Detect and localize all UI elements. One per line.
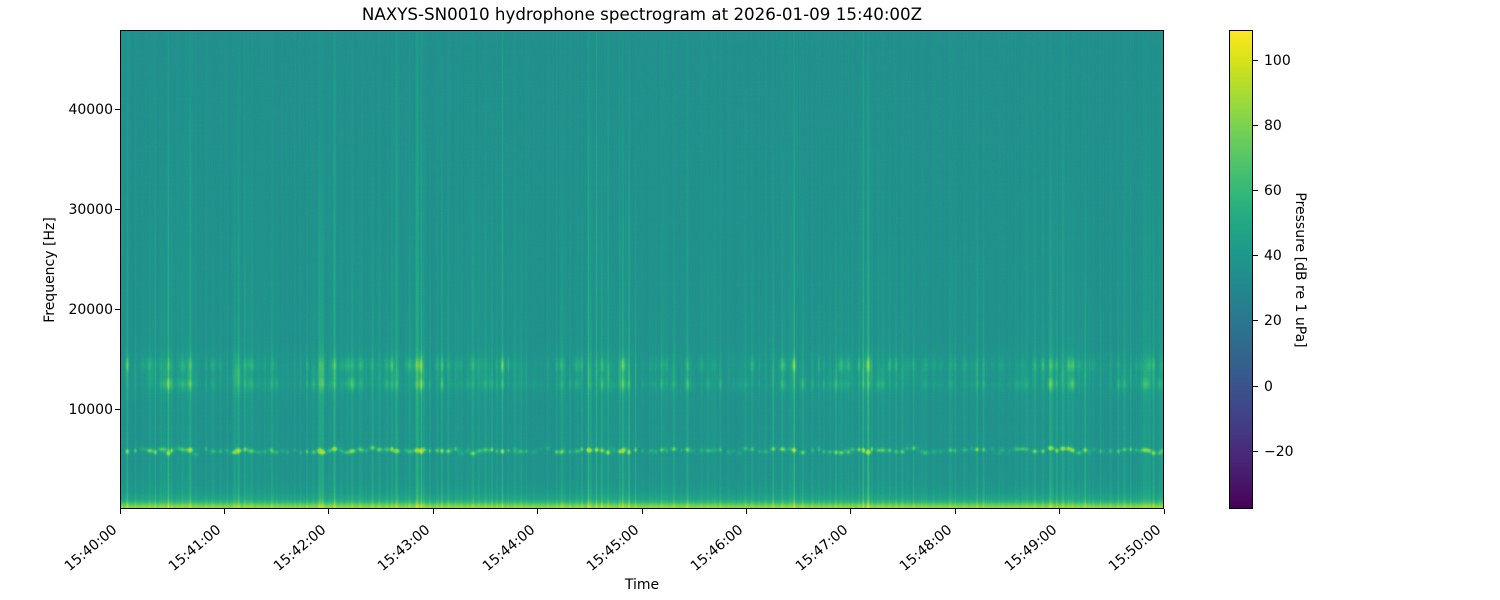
x-tick-mark (1059, 509, 1061, 514)
x-tick-label: 15:46:00 (688, 521, 747, 575)
colorbar-tick-label: 20 (1264, 313, 1282, 330)
x-tick-label: 15:44:00 (479, 521, 538, 575)
colorbar-tick-mark (1253, 190, 1258, 192)
y-tick-label: 20000 (68, 301, 113, 318)
colorbar-tick-mark (1253, 450, 1258, 452)
x-tick-mark (850, 509, 852, 514)
colorbar-gradient (1229, 30, 1253, 509)
x-tick-label: 15:47:00 (792, 521, 852, 575)
x-tick-mark (1163, 509, 1165, 514)
colorbar-tick-mark (1253, 59, 1258, 61)
colorbar-label: Pressure [dB re 1 uPa] (1292, 192, 1308, 348)
y-tick-label: 30000 (68, 202, 113, 219)
x-tick-mark (328, 509, 330, 514)
colorbar-tick-mark (1253, 385, 1258, 387)
y-tick-mark (115, 209, 120, 211)
colorbar-tick-label: 80 (1264, 117, 1282, 134)
y-tick-label: 40000 (68, 102, 113, 119)
y-tick-mark (115, 408, 120, 410)
x-tick-mark (641, 509, 643, 514)
colorbar-tick-label: 40 (1264, 248, 1282, 265)
x-tick-label: 15:40:00 (61, 521, 121, 575)
colorbar-tick-mark (1253, 124, 1258, 126)
chart-title: NAXYS-SN0010 hydrophone spectrogram at 2… (361, 4, 923, 24)
x-tick-mark (954, 509, 956, 514)
colorbar-tick-label: −20 (1264, 443, 1294, 460)
y-tick-mark (115, 109, 120, 111)
colorbar-tick-mark (1253, 320, 1258, 322)
x-tick-label: 15:49:00 (1001, 521, 1060, 575)
x-tick-label: 15:48:00 (897, 521, 956, 575)
x-tick-mark (745, 509, 747, 514)
x-tick-mark (119, 509, 121, 514)
y-tick-mark (115, 308, 120, 310)
x-tick-label: 15:43:00 (375, 521, 434, 575)
x-tick-mark (432, 509, 434, 514)
x-tick-label: 15:45:00 (583, 521, 643, 575)
y-tick-label: 10000 (68, 401, 113, 418)
x-tick-label: 15:41:00 (166, 521, 225, 575)
colorbar-tick-label: 60 (1264, 183, 1282, 200)
x-tick-mark (537, 509, 539, 514)
x-tick-mark (223, 509, 225, 514)
spectrogram-heatmap (120, 30, 1164, 509)
x-tick-label: 15:42:00 (270, 521, 330, 575)
x-axis-label: Time (624, 577, 660, 593)
colorbar-tick-mark (1253, 255, 1258, 257)
colorbar-tick-label: 100 (1264, 52, 1291, 69)
colorbar-tick-label: 0 (1264, 378, 1273, 395)
x-tick-label: 15:50:00 (1105, 521, 1165, 575)
